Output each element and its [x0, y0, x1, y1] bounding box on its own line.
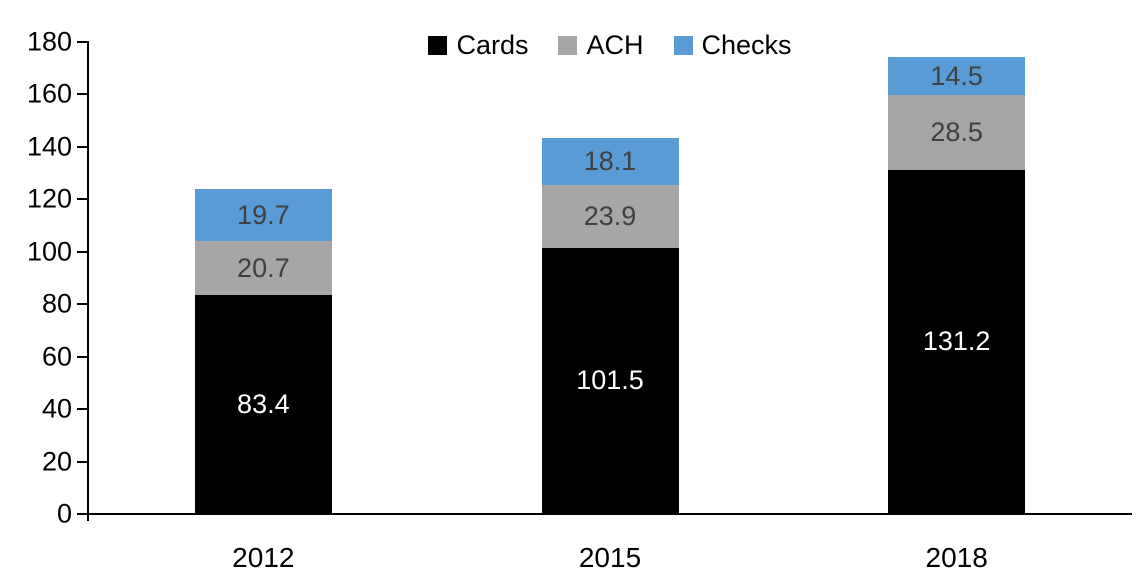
- bar-segment-ach-2015: 23.9: [541, 185, 679, 248]
- data-label-cards-2015: 101.5: [576, 365, 644, 396]
- bar-segment-cards-2018: 131.2: [888, 169, 1026, 514]
- y-axis-tick-label: 100: [26, 236, 72, 267]
- y-axis-tick-mark: [77, 41, 89, 43]
- y-axis-line: [87, 41, 89, 521]
- y-axis-tick-mark: [77, 408, 89, 411]
- legend-label: ACH: [586, 30, 644, 60]
- y-axis-tick-label: 20: [41, 446, 72, 477]
- chart-legend: Cards ACH Checks: [90, 32, 1130, 59]
- data-label-checks-2015: 18.1: [583, 145, 637, 176]
- y-axis-tick-label: 160: [26, 78, 72, 109]
- y-axis-tick-mark: [77, 250, 89, 253]
- data-label-ach-2018: 28.5: [930, 117, 983, 148]
- x-axis-category-label: 2015: [578, 542, 642, 573]
- bar-segment-cards-2012: 83.4: [194, 295, 332, 514]
- y-axis-tick-label: 60: [41, 341, 72, 372]
- bar-segment-checks-2018: 14.5: [888, 57, 1026, 96]
- y-axis-tick-mark: [77, 355, 89, 358]
- y-axis-tick-label: 0: [56, 498, 72, 529]
- y-axis-tick-label: 140: [26, 131, 72, 162]
- legend-item-ach: ACH: [558, 30, 644, 60]
- bar-segment-checks-2012: 19.7: [194, 189, 332, 242]
- y-axis-tick-label: 40: [41, 393, 72, 424]
- legend-label: Checks: [701, 30, 792, 60]
- y-axis-tick-mark: [77, 303, 89, 306]
- legend-item-cards: Cards: [428, 32, 528, 59]
- x-axis-category-label: 2018: [925, 542, 988, 573]
- legend-label: Cards: [456, 30, 529, 60]
- legend-item-checks: Checks: [673, 30, 792, 60]
- bar-segment-ach-2012: 20.7: [194, 241, 332, 296]
- x-axis-category-label: 2012: [232, 542, 295, 573]
- y-axis-tick-mark: [77, 93, 89, 96]
- x-axis-line: [77, 513, 1132, 515]
- data-label-ach-2012: 20.7: [237, 252, 290, 283]
- legend-marker-checks-icon: [673, 36, 693, 55]
- data-label-checks-2018: 14.5: [930, 60, 983, 91]
- y-axis-tick-label: 80: [41, 288, 72, 319]
- legend-marker-ach-icon: [558, 36, 578, 55]
- data-label-checks-2012: 19.7: [237, 199, 290, 230]
- bar-segment-checks-2015: 18.1: [541, 137, 679, 186]
- legend-marker-cards-icon: [428, 36, 448, 55]
- y-axis-tick-label: 120: [26, 183, 72, 214]
- bar-segment-ach-2018: 28.5: [888, 95, 1026, 170]
- y-axis-tick-mark: [77, 145, 89, 148]
- data-label-ach-2015: 23.9: [583, 201, 637, 231]
- y-axis-tick-label: 180: [26, 26, 72, 57]
- y-axis-tick-mark: [77, 460, 89, 463]
- y-axis-tick-mark: [77, 198, 89, 201]
- data-label-cards-2012: 83.4: [237, 389, 290, 420]
- data-label-cards-2018: 131.2: [922, 326, 991, 357]
- bar-segment-cards-2015: 101.5: [541, 247, 679, 514]
